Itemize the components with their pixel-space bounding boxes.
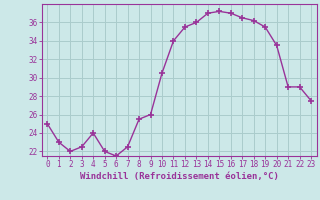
X-axis label: Windchill (Refroidissement éolien,°C): Windchill (Refroidissement éolien,°C)	[80, 172, 279, 181]
